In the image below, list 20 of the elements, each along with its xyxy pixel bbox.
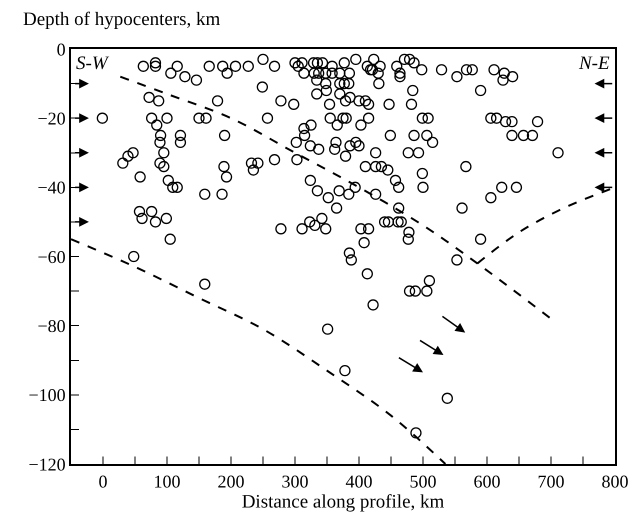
annotation: N-E — [578, 53, 610, 74]
x-tick-label: 600 — [474, 471, 500, 492]
y-tick-label: −60 — [37, 246, 66, 267]
x-tick-label: 800 — [602, 471, 628, 492]
x-tick-label: 100 — [154, 471, 180, 492]
x-tick-label: 0 — [98, 471, 108, 492]
y-tick-label: −100 — [28, 385, 66, 406]
x-tick-label: 300 — [282, 471, 308, 492]
y-tick-label: −20 — [37, 108, 66, 128]
y-tick-label: −40 — [37, 178, 66, 198]
x-tick-label: 200 — [218, 471, 244, 492]
y-tick-label: −80 — [37, 316, 66, 336]
x-tick-label: 700 — [538, 471, 564, 492]
y-tick-label: 0 — [56, 39, 66, 60]
x-axis-title: Distance along profile, km — [242, 491, 445, 512]
x-tick-label: 500 — [410, 471, 436, 492]
y-tick-label: −120 — [28, 454, 66, 474]
annotation: S-W — [76, 53, 110, 74]
y-axis-title: Depth of hypocenters, km — [23, 9, 221, 30]
x-tick-label: 400 — [346, 471, 372, 492]
